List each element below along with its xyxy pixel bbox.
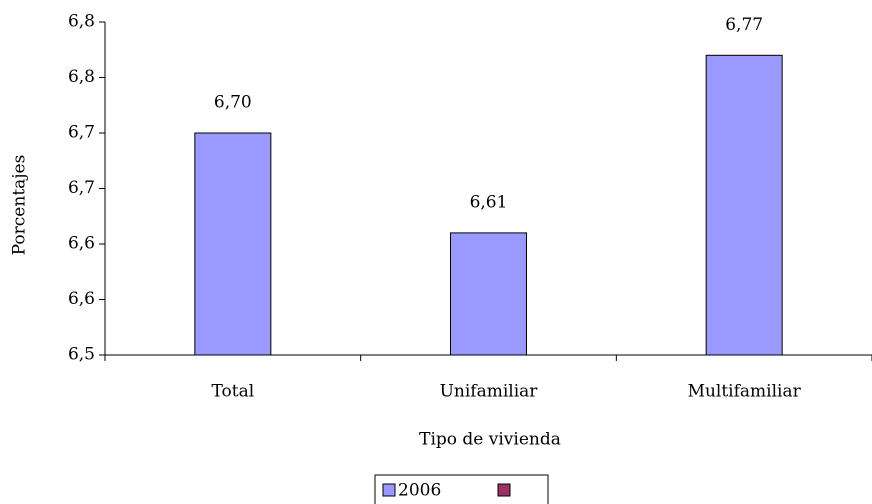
- y-tick-label: 6,6: [68, 234, 95, 254]
- y-tick-label: 6,8: [68, 67, 95, 87]
- x-tick-label: Multifamiliar: [688, 382, 802, 402]
- data-label: 6,77: [725, 15, 763, 35]
- y-axis-title: Porcentajes: [10, 155, 30, 256]
- bar: [705, 54, 783, 356]
- x-axis-title: Tipo de vivienda: [419, 430, 561, 450]
- legend-swatch: [497, 483, 511, 497]
- data-label: 6,61: [470, 192, 508, 212]
- x-tick-label: Total: [211, 382, 254, 402]
- y-tick-label: 6,5: [68, 345, 95, 365]
- legend-label: 2006: [398, 481, 441, 501]
- bar: [450, 232, 527, 356]
- data-label: 6,70: [214, 93, 252, 113]
- bar: [194, 132, 272, 356]
- y-tick-label: 6,8: [68, 12, 95, 32]
- y-tick-label: 6,7: [68, 123, 95, 143]
- x-tick-label: Unifamiliar: [440, 382, 539, 402]
- y-tick-label: 6,6: [68, 289, 95, 309]
- legend-swatch: [382, 483, 396, 497]
- y-tick-label: 6,7: [68, 178, 95, 198]
- legend-box: [374, 474, 549, 504]
